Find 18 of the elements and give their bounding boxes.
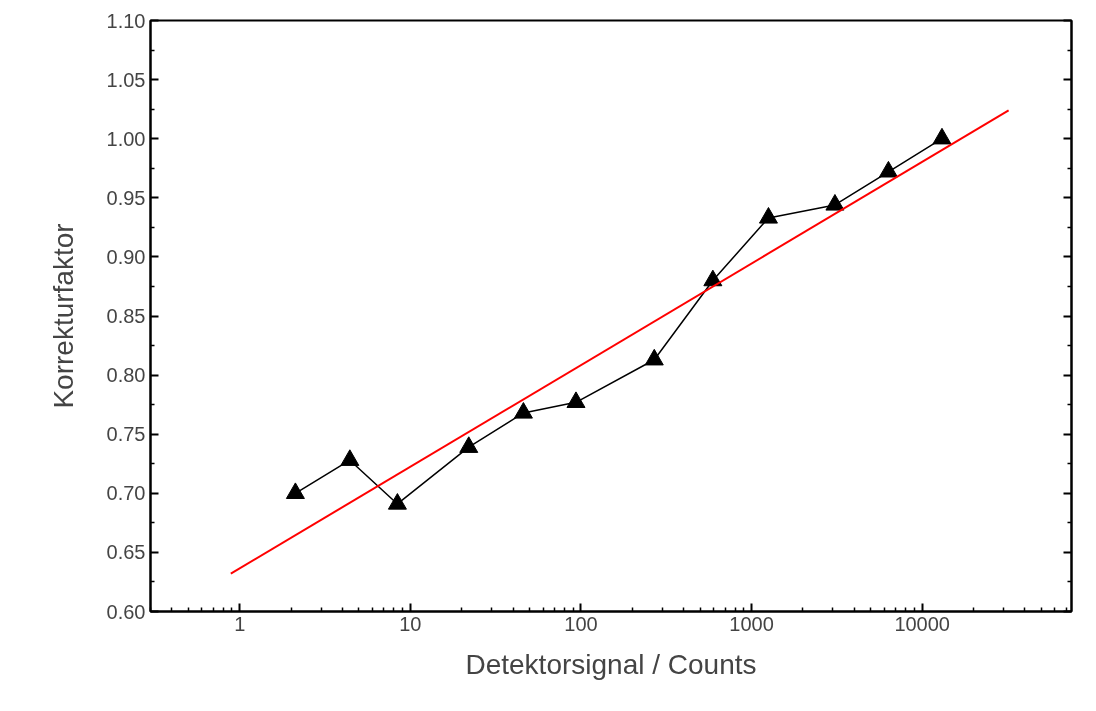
x-tick-label: 1 bbox=[234, 612, 246, 635]
x-tick-label: 10 bbox=[399, 612, 422, 635]
y-tick-label: 0.60 bbox=[106, 600, 146, 623]
y-tick-label: 1.05 bbox=[106, 68, 146, 91]
y-tick-label: 0.70 bbox=[106, 482, 146, 505]
x-axis-title: Detektorsignal / Counts bbox=[465, 648, 757, 680]
y-tick-label: 0.95 bbox=[106, 186, 146, 209]
y-tick-label: 0.80 bbox=[106, 364, 146, 387]
y-tick-label: 0.85 bbox=[106, 305, 146, 327]
y-tick-label: 0.90 bbox=[106, 245, 146, 268]
y-tick-label: 1.10 bbox=[106, 9, 146, 32]
y-tick-label: 1.00 bbox=[106, 127, 146, 150]
x-tick-label: 100 bbox=[564, 612, 598, 635]
y-tick-label: 0.65 bbox=[106, 541, 146, 564]
y-axis-title: Korrekturfaktor bbox=[47, 223, 79, 409]
x-tick-label: 10000 bbox=[894, 612, 951, 635]
x-tick-label: 1000 bbox=[729, 612, 774, 635]
y-tick-label: 0.75 bbox=[106, 423, 146, 446]
